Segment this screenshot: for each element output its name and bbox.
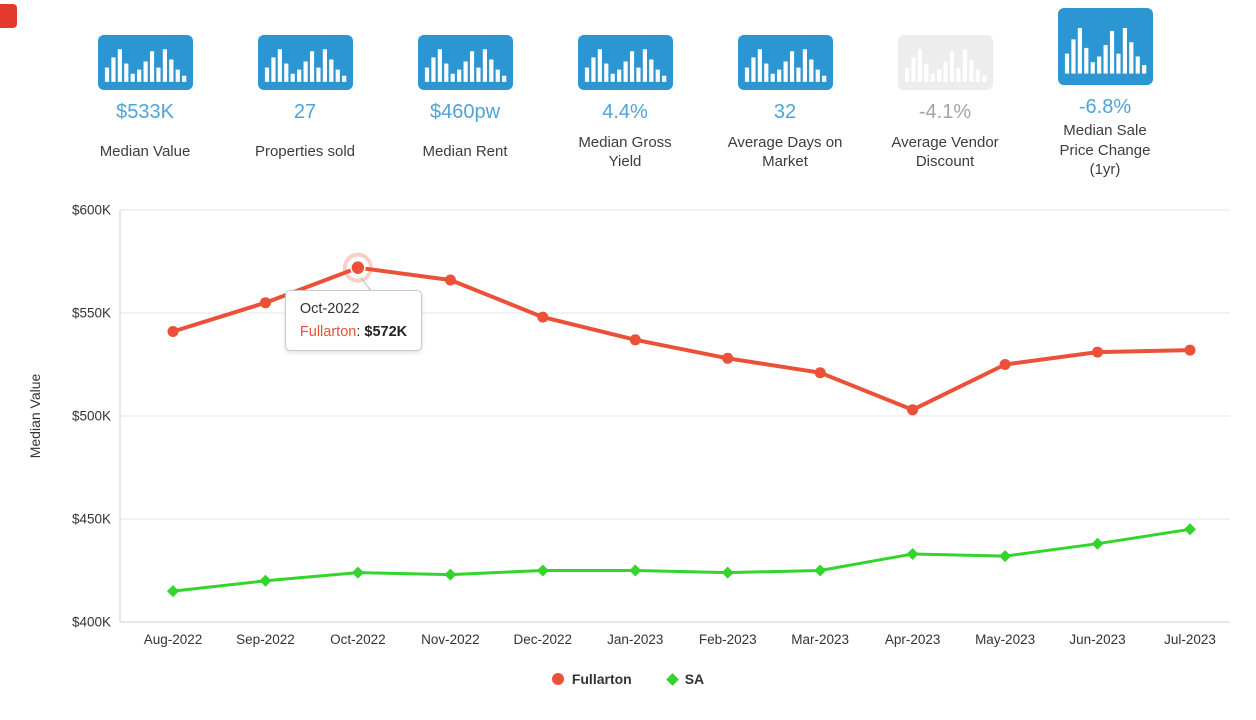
x-axis-labels: Aug-2022 Sep-2022 Oct-2022 Nov-2022 Dec-2022… (144, 632, 1216, 647)
svg-text:May-2023: May-2023 (975, 632, 1035, 647)
legend-label: Fullarton (571, 671, 632, 687)
stat-card-median-rent[interactable]: $460pw Median Rent (390, 35, 540, 178)
svg-text:$400K: $400K (72, 615, 111, 630)
svg-text:Dec-2022: Dec-2022 (514, 632, 573, 647)
stat-value: 32 (773, 101, 797, 123)
y-axis-title: Median Value (27, 374, 43, 459)
svg-text:Jun-2023: Jun-2023 (1069, 632, 1125, 647)
stat-label: Median Rent (422, 143, 508, 161)
stat-label: Properties sold (254, 143, 356, 161)
bar-chart-icon (97, 35, 193, 90)
stat-label: Median Gross Yield (578, 133, 672, 171)
svg-text:Apr-2023: Apr-2023 (885, 632, 941, 647)
svg-text:Feb-2023: Feb-2023 (699, 632, 757, 647)
series-sa[interactable] (167, 523, 1196, 598)
svg-text:Mar-2023: Mar-2023 (791, 632, 849, 647)
bar-chart-icon (577, 35, 673, 90)
axes (119, 210, 1230, 623)
stat-label: Average Days on Market (727, 133, 843, 171)
tooltip-value: $572K (364, 323, 408, 340)
stat-value: $533K (116, 101, 174, 123)
stat-card-median-value[interactable]: $533K Median Value (70, 35, 220, 178)
svg-text:Jan-2023: Jan-2023 (607, 632, 663, 647)
bar-chart-icon (1057, 8, 1153, 85)
tooltip-row: Fullarton: $572K (300, 324, 407, 340)
svg-text:Aug-2022: Aug-2022 (144, 632, 203, 647)
stat-card-average-vendor-discount[interactable]: -4.1% Average Vendor Discount (870, 35, 1020, 178)
tooltip-date: Oct-2022 (299, 300, 360, 317)
logo-fragment (0, 4, 17, 28)
stat-label: Median Value (99, 143, 191, 161)
stat-value: 4.4% (602, 101, 648, 123)
stats-row: $533K Median Value 27 Properties sold $4… (0, 0, 1256, 178)
stat-label: Median Sale Price Change (1yr) (1059, 122, 1151, 178)
svg-text:$500K: $500K (72, 409, 111, 424)
legend-item-sa[interactable]: SA (665, 671, 705, 687)
svg-text:$450K: $450K (72, 512, 111, 527)
svg-text:Sep-2022: Sep-2022 (236, 632, 295, 647)
bar-chart-icon (737, 35, 833, 90)
circle-marker-icon (551, 673, 564, 685)
stat-label: Average Vendor Discount (891, 133, 999, 171)
median-value-chart[interactable]: $400K $450K $500K $550K $600K Aug-2022 Sep-202… (0, 195, 1256, 655)
legend-item-fullarton[interactable]: Fullarton (551, 671, 632, 687)
svg-text:$550K: $550K (72, 306, 111, 321)
tooltip-series-name: Fullarton (299, 323, 357, 340)
stat-card-average-days-on-market[interactable]: 32 Average Days on Market (710, 35, 860, 178)
stat-card-median-sale-price-change[interactable]: -6.8% Median Sale Price Change (1yr) (1030, 8, 1180, 180)
chart-tooltip: Oct-2022 Fullarton: $572K (284, 289, 423, 351)
bar-chart-icon (257, 35, 353, 90)
chart-legend: Fullarton SA (0, 671, 1256, 687)
stat-card-median-gross-yield[interactable]: 4.4% Median Gross Yield (550, 35, 700, 178)
svg-text:Jul-2023: Jul-2023 (1164, 632, 1216, 647)
stat-card-properties-sold[interactable]: 27 Properties sold (230, 35, 380, 178)
stat-value: -6.8% (1078, 96, 1132, 118)
stat-value: -4.1% (918, 101, 972, 123)
diamond-marker-icon (665, 672, 679, 686)
svg-text:$600K: $600K (72, 203, 111, 218)
highlighted-point[interactable] (342, 252, 373, 291)
tooltip-separator: : (356, 323, 365, 340)
stat-value: $460pw (429, 101, 501, 123)
stat-value: 27 (293, 101, 317, 123)
y-axis-labels: $400K $450K $500K $550K $600K (72, 203, 111, 630)
bar-chart-icon (417, 35, 513, 90)
chart-section: $400K $450K $500K $550K $600K Aug-2022 Sep-202… (0, 195, 1256, 687)
legend-label: SA (684, 671, 705, 687)
gridlines (120, 209, 1230, 623)
bar-chart-icon (897, 35, 993, 90)
svg-text:Oct-2022: Oct-2022 (330, 632, 386, 647)
svg-text:Nov-2022: Nov-2022 (421, 632, 480, 647)
